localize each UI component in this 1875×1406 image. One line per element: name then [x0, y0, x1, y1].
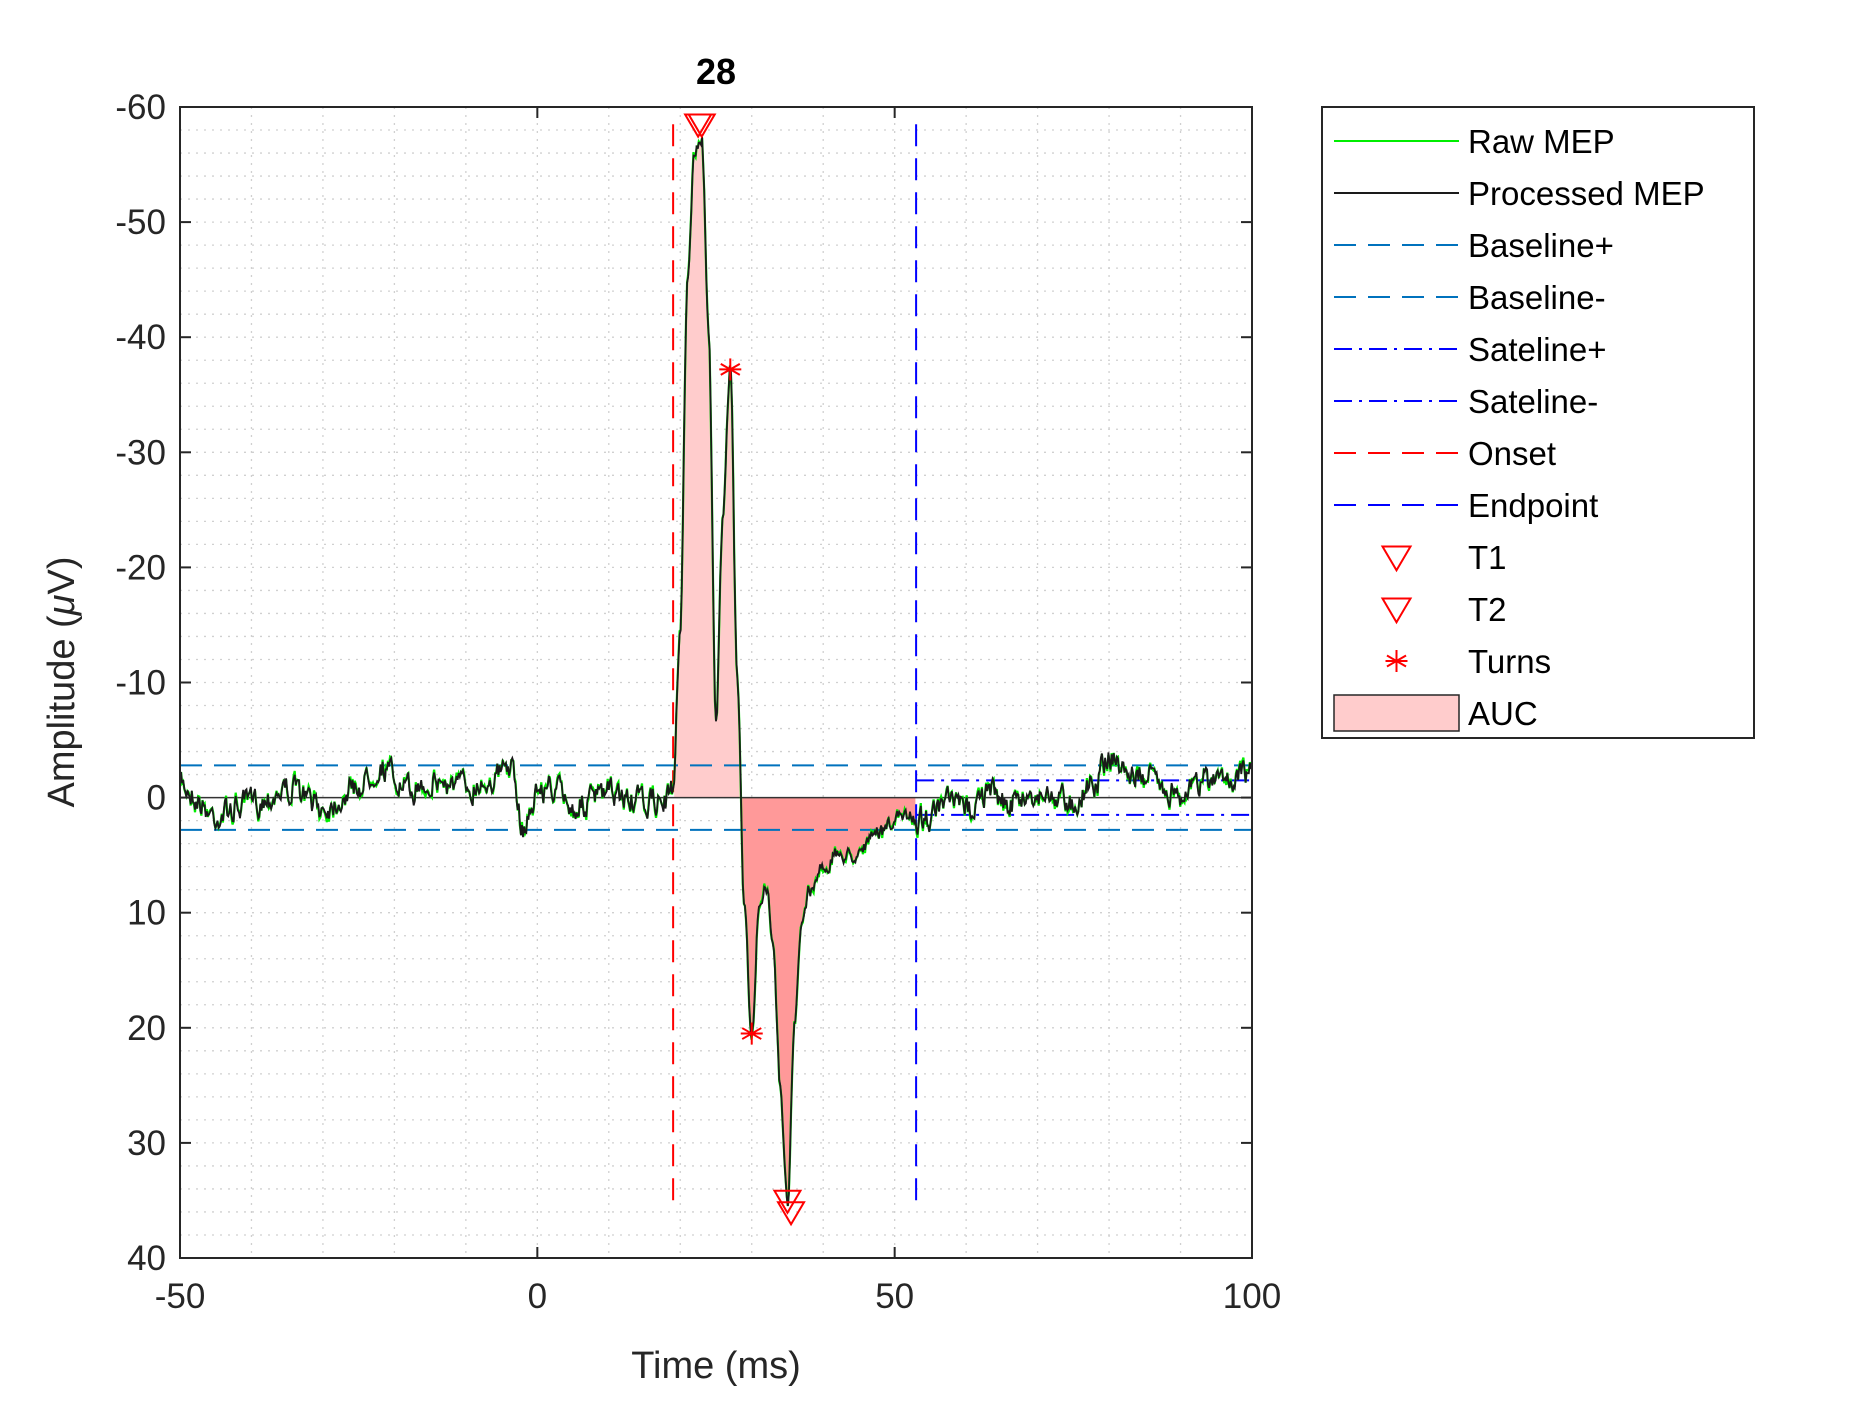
legend-label: Raw MEP [1468, 123, 1615, 160]
y-tick-label: 10 [127, 894, 166, 933]
y-tick-label: 40 [127, 1239, 166, 1278]
x-tick-label: 0 [528, 1277, 547, 1316]
y-axis-label-suffix: V) [41, 556, 83, 594]
legend-item: T1 [1380, 539, 1507, 576]
legend-item: Raw MEP [1334, 123, 1615, 160]
axis-ticks: -50 0 50 100 -60 -50 -40 -30 -20 -10 0 10 20 30 40 [115, 88, 1281, 1316]
legend-symbol-turns [1385, 650, 1408, 672]
y-axis-label-prefix: Amplitude ( [41, 615, 83, 808]
legend-label: Sateline+ [1468, 331, 1607, 368]
legend-item: Baseline- [1334, 279, 1606, 316]
legend-label: Turns [1468, 643, 1551, 680]
legend-item: Onset [1334, 435, 1556, 472]
y-axis-label: Amplitude (μV) [41, 556, 83, 807]
markers [683, 113, 806, 1227]
legend-symbol-t1 [1380, 545, 1413, 573]
t1-marker [776, 1201, 806, 1227]
legend-item: Processed MEP [1334, 175, 1705, 212]
legend-item: Turns [1385, 643, 1551, 680]
legend-item: T2 [1380, 591, 1507, 628]
legend-label: Endpoint [1468, 487, 1598, 524]
y-tick-label: 30 [127, 1124, 166, 1163]
y-tick-label: -60 [115, 88, 166, 127]
x-axis-label: Time (ms) [631, 1345, 801, 1387]
legend-item: Baseline+ [1334, 227, 1614, 264]
chart-title: 28 [696, 51, 736, 92]
y-tick-label: 20 [127, 1009, 166, 1048]
y-tick-label: 0 [147, 779, 166, 818]
legend-item: Sateline+ [1334, 331, 1607, 368]
signal-traces [178, 136, 1253, 1207]
auc-negative-region [674, 136, 741, 798]
legend-item: AUC [1333, 694, 1538, 732]
t2-marker [683, 113, 713, 139]
y-tick-label: -10 [115, 664, 166, 703]
y-axis-label-mu: μ [41, 594, 83, 616]
legend-label: T2 [1468, 591, 1507, 628]
legend-label: Onset [1468, 435, 1556, 472]
auc-positive-region [741, 797, 916, 1206]
legend-label: AUC [1468, 695, 1538, 732]
auc-area [674, 136, 916, 1206]
legend-label: Processed MEP [1468, 175, 1705, 212]
t2-marker [772, 1189, 803, 1215]
legend-label: Sateline- [1468, 383, 1598, 420]
legend-item: Sateline- [1334, 383, 1598, 420]
x-tick-label: 50 [875, 1277, 914, 1316]
y-tick-label: -20 [115, 548, 166, 587]
grid [180, 107, 1252, 1258]
x-tick-label: 100 [1223, 1277, 1281, 1316]
legend: Raw MEP Processed MEP Baseline+ Baseline- Sa… [1333, 123, 1705, 732]
turn-marker [719, 358, 742, 381]
legend-item: Endpoint [1334, 487, 1598, 524]
legend-label: Baseline- [1468, 279, 1606, 316]
x-tick-label: -50 [155, 1277, 206, 1316]
legend-label: T1 [1468, 539, 1507, 576]
legend-box [1321, 106, 1755, 739]
y-tick-label: -30 [115, 433, 166, 472]
y-tick-label: -50 [115, 203, 166, 242]
y-tick-label: -40 [115, 318, 166, 357]
turn-marker [740, 1022, 763, 1045]
legend-symbol-t2 [1380, 597, 1413, 625]
legend-symbol-auc [1333, 694, 1460, 732]
processed-mep-line [179, 136, 1253, 1207]
legend-label: Baseline+ [1468, 227, 1614, 264]
